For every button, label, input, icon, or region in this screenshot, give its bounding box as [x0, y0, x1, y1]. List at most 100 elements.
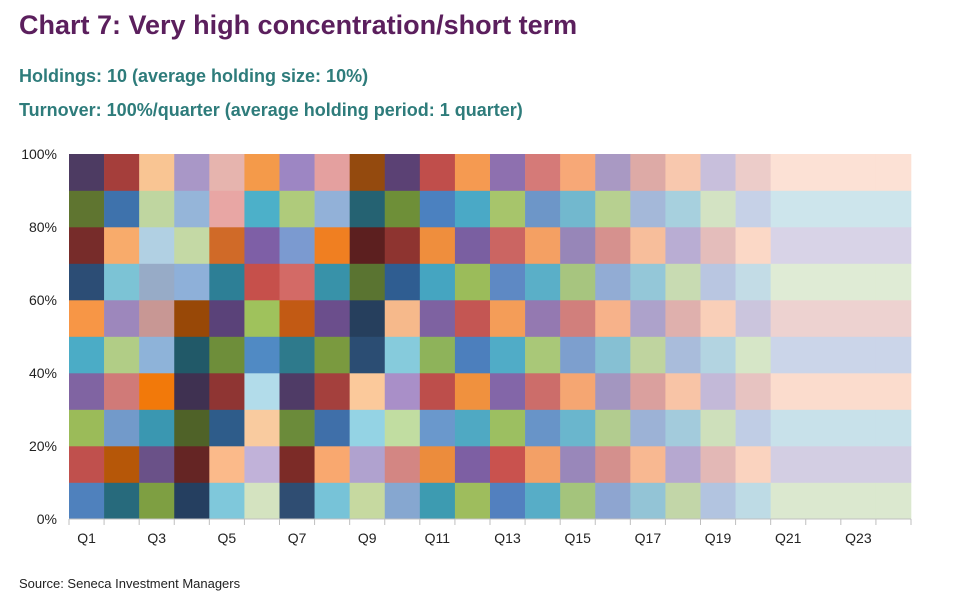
bar-segment-q6-holding-9	[244, 190, 280, 228]
bar-segment-q7-holding-9	[279, 190, 315, 228]
bar-segment-q17-holding-1	[630, 482, 666, 520]
bar-segment-q5-holding-3	[209, 409, 245, 447]
bar-segment-q12-holding-1	[454, 482, 491, 520]
bar-segment-q9-holding-1	[349, 482, 386, 520]
bar-segment-q14-holding-7	[525, 263, 561, 301]
bar-segment-q15-holding-4	[560, 373, 596, 410]
bar-segment-q22-holding-6	[805, 300, 842, 337]
bar-segment-q9-holding-8	[349, 227, 386, 264]
bar-segment-q13-holding-7	[490, 263, 526, 301]
bar-segment-q21-holding-8	[770, 227, 807, 264]
bar-segment-q14-holding-4	[525, 373, 561, 410]
bar-segment-q16-holding-9	[595, 190, 631, 228]
bar-segment-q6-holding-10	[244, 154, 280, 191]
y-tick-label: 20%	[29, 438, 57, 454]
chart-subtitle-holdings: Holdings: 10 (average holding size: 10%)	[19, 66, 369, 86]
bar-segment-q9-holding-5	[349, 336, 386, 374]
bar-segment-q5-holding-7	[209, 263, 245, 301]
bar-segment-q4-holding-10	[174, 154, 210, 191]
bar-segment-q19-holding-9	[700, 190, 736, 228]
bar-segment-q3-holding-5	[139, 336, 175, 374]
bar-segment-q2-holding-6	[104, 300, 140, 337]
bar-segment-q18-holding-1	[665, 482, 701, 520]
bar-segment-q2-holding-9	[104, 190, 140, 228]
bar-segment-q12-holding-3	[454, 409, 491, 447]
chart-title: Chart 7: Very high concentration/short t…	[19, 10, 578, 40]
bar-segment-q14-holding-5	[525, 336, 561, 374]
bar-segment-q12-holding-5	[454, 336, 491, 374]
bar-segment-q11-holding-2	[419, 446, 456, 483]
bar-segment-q3-holding-7	[139, 263, 175, 301]
bar-segment-q9-holding-4	[349, 373, 386, 410]
x-tick-label: Q1	[77, 530, 96, 546]
bar-segment-q14-holding-6	[525, 300, 561, 337]
bar-segment-q6-holding-6	[244, 300, 280, 337]
bar-segment-q18-holding-4	[665, 373, 701, 410]
y-tick-label: 100%	[21, 146, 57, 162]
bar-segment-q19-holding-2	[700, 446, 736, 483]
bar-segment-q23-holding-5	[840, 336, 877, 374]
bar-segment-q17-holding-7	[630, 263, 666, 301]
x-tick-label: Q13	[494, 530, 521, 546]
bar-segment-q23-holding-4	[840, 373, 877, 410]
bar-segment-q7-holding-7	[279, 263, 315, 301]
bar-segment-q5-holding-1	[209, 482, 245, 520]
bar-segment-q3-holding-4	[139, 373, 175, 410]
bar-segment-q6-holding-1	[244, 482, 280, 520]
bar-segment-q23-holding-8	[840, 227, 877, 264]
bar-segment-q18-holding-6	[665, 300, 701, 337]
bar-segment-q10-holding-8	[384, 227, 421, 264]
bar-segment-q9-holding-6	[349, 300, 386, 337]
y-tick-label: 40%	[29, 365, 57, 381]
bar-segment-q4-holding-8	[174, 227, 210, 264]
x-tick-label: Q23	[845, 530, 872, 546]
bar-segment-q10-holding-4	[384, 373, 421, 410]
bar-segment-q6-holding-4	[244, 373, 280, 410]
bar-segment-q11-holding-1	[419, 482, 456, 520]
bar-segment-q2-holding-10	[104, 154, 140, 191]
bar-segment-q4-holding-1	[174, 482, 210, 520]
bar-segment-q10-holding-6	[384, 300, 421, 337]
bar-segment-q13-holding-4	[490, 373, 526, 410]
bar-segment-q5-holding-9	[209, 190, 245, 228]
bar-segment-q1-holding-7	[69, 263, 105, 301]
bar-segment-q21-holding-7	[770, 263, 807, 301]
bar-segment-q14-holding-10	[525, 154, 561, 191]
bar-segment-q16-holding-7	[595, 263, 631, 301]
bar-segment-q16-holding-8	[595, 227, 631, 264]
bar-segment-q5-holding-2	[209, 446, 245, 483]
bar-segment-q20-holding-6	[735, 300, 771, 337]
bar-segment-q1-holding-5	[69, 336, 105, 374]
bar-segment-q16-holding-3	[595, 409, 631, 447]
bar-segment-q21-holding-3	[770, 409, 807, 447]
bar-segment-q4-holding-6	[174, 300, 210, 337]
bar-segment-q22-holding-8	[805, 227, 842, 264]
bar-segment-q7-holding-8	[279, 227, 315, 264]
bar-segment-q13-holding-9	[490, 190, 526, 228]
x-tick-label: Q21	[775, 530, 802, 546]
bar-segment-q8-holding-9	[314, 190, 350, 228]
bar-segment-q3-holding-1	[139, 482, 175, 520]
bar-segment-q3-holding-2	[139, 446, 175, 483]
y-tick-label: 80%	[29, 219, 57, 235]
bar-segment-q14-holding-3	[525, 409, 561, 447]
bar-segment-q11-holding-5	[419, 336, 456, 374]
bar-segment-q7-holding-4	[279, 373, 315, 410]
bar-segment-q22-holding-3	[805, 409, 842, 447]
bar-segment-q5-holding-6	[209, 300, 245, 337]
bar-segment-q2-holding-1	[104, 482, 140, 520]
bar-segment-q4-holding-5	[174, 336, 210, 374]
bar-segment-q13-holding-8	[490, 227, 526, 264]
bar-segment-q12-holding-10	[454, 154, 491, 191]
bar-segment-q7-holding-6	[279, 300, 315, 337]
bar-segment-q15-holding-3	[560, 409, 596, 447]
bar-segment-q14-holding-2	[525, 446, 561, 483]
bar-segment-q5-holding-5	[209, 336, 245, 374]
bar-segment-q11-holding-6	[419, 300, 456, 337]
bar-segment-q1-holding-3	[69, 409, 105, 447]
bar-segment-q6-holding-5	[244, 336, 280, 374]
bar-segment-q11-holding-9	[419, 190, 456, 228]
bar-segment-q24-holding-6	[875, 300, 912, 337]
bar-segment-q2-holding-2	[104, 446, 140, 483]
bar-segment-q24-holding-10	[875, 154, 912, 191]
